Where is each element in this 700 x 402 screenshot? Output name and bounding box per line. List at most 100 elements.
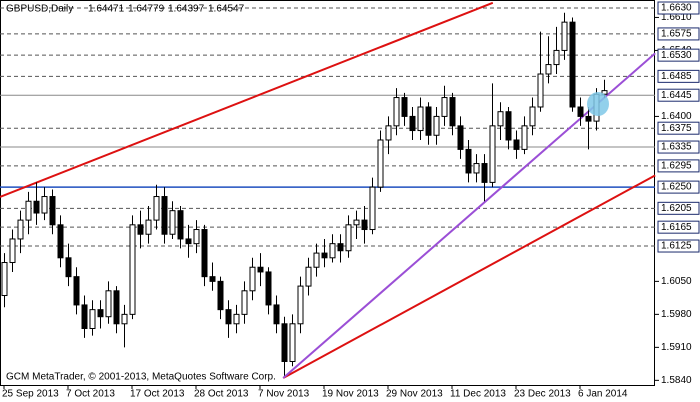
level-label: 1.6575: [661, 29, 692, 40]
candle-body: [273, 304, 280, 325]
candle-body: [409, 115, 416, 132]
x-tick-label: 28 Oct 2013: [194, 389, 249, 400]
candle-body: [113, 290, 120, 325]
trend-line: [282, 174, 656, 379]
candle-body: [201, 229, 208, 278]
candle-body: [41, 196, 48, 214]
candle-body: [177, 210, 184, 240]
x-tick-label: 11 Dec 2013: [450, 389, 506, 400]
level-label-box: [657, 27, 700, 41]
candle-body: [369, 186, 376, 231]
candle-body: [153, 196, 160, 221]
level-label: 1.6295: [661, 161, 692, 172]
candle-body: [297, 285, 304, 325]
candle-body: [385, 125, 392, 141]
candle-body: [465, 148, 472, 174]
candle-body: [105, 290, 112, 318]
candle-body: [225, 309, 232, 325]
candle-body: [441, 97, 448, 117]
candle-body: [401, 97, 408, 117]
candle-body: [97, 309, 104, 318]
candle-body: [353, 219, 360, 226]
candle-body: [601, 90, 608, 95]
candle-body: [121, 313, 128, 325]
candle-body: [553, 49, 560, 66]
candle-body: [89, 309, 96, 330]
candle-body: [545, 64, 552, 75]
level-label: 1.6165: [661, 222, 692, 233]
level-label-box: [657, 180, 700, 194]
candle-body: [361, 219, 368, 231]
candle-body: [393, 97, 400, 127]
candle-body: [57, 224, 64, 259]
candle-body: [185, 238, 192, 245]
candle-body: [217, 280, 224, 311]
level-label-box: [657, 220, 700, 234]
candle-body: [313, 252, 320, 268]
candle-body: [473, 163, 480, 174]
candle-body: [25, 200, 32, 221]
candle-body: [489, 125, 496, 183]
level-label-box: [657, 88, 700, 102]
candle-body: [233, 313, 240, 325]
level-label: 1.6530: [661, 50, 692, 61]
candle-body: [425, 106, 432, 136]
x-tick-label: 6 Jan 2014: [578, 389, 628, 400]
candle-body: [81, 304, 88, 330]
x-tick-label: 25 Sep 2013: [2, 389, 59, 400]
level-label-box: [657, 159, 700, 173]
level-label-box: [657, 1, 700, 15]
y-tick-label: 1.6400: [661, 111, 692, 122]
header-high: 1.64779: [128, 4, 165, 15]
watermark: GCM MetaTrader, © 2001-2013, MetaQuotes …: [6, 372, 276, 383]
y-tick-label: 1.6610: [661, 12, 692, 23]
header-close: 1.64547: [208, 4, 245, 15]
header-open: 1.64471: [88, 4, 125, 15]
candle-body: [585, 115, 592, 122]
candle-body: [513, 139, 520, 150]
candle-body: [241, 290, 248, 315]
candle-body: [329, 243, 336, 259]
candle-body: [49, 196, 56, 226]
candle-body: [161, 196, 168, 235]
candle-body: [209, 276, 216, 282]
candle-body: [265, 271, 272, 306]
x-tick-label: 29 Nov 2013: [386, 389, 443, 400]
level-label: 1.6250: [661, 182, 692, 193]
x-tick-label: 23 Dec 2013: [514, 389, 571, 400]
candle-body: [73, 276, 80, 306]
level-label: 1.6485: [661, 71, 692, 82]
level-label: 1.6335: [661, 142, 692, 153]
candle-body: [561, 21, 568, 51]
candle-body: [433, 115, 440, 136]
candle-body: [529, 106, 536, 127]
candle-body: [137, 224, 144, 235]
y-tick-label: 1.6050: [661, 276, 692, 287]
candle-body: [145, 219, 152, 235]
candle-body: [9, 238, 16, 264]
candle-body: [129, 224, 136, 315]
y-tick-label: 1.5980: [661, 309, 692, 320]
level-label-box: [657, 69, 700, 83]
level-label: 1.6205: [661, 203, 692, 214]
candle-body: [457, 125, 464, 150]
candle-body: [537, 73, 544, 108]
candle-body: [577, 106, 584, 117]
symbol: GBPUSD,Daily: [6, 4, 73, 15]
level-label-box: [657, 48, 700, 62]
y-tick-label: 1.5910: [661, 342, 692, 353]
y-tick-label: 1.5840: [661, 375, 692, 386]
candle-body: [505, 111, 512, 141]
x-tick-label: 17 Oct 2013: [130, 389, 185, 400]
candle-body: [449, 97, 456, 127]
level-label: 1.6630: [661, 3, 692, 14]
candle-body: [65, 257, 72, 278]
candle-body: [249, 266, 256, 292]
candle-body: [289, 323, 296, 362]
level-label-box: [657, 201, 700, 215]
candle-body: [497, 111, 504, 127]
candle-body: [281, 323, 288, 362]
candle-body: [569, 21, 576, 108]
candle-body: [321, 252, 328, 259]
